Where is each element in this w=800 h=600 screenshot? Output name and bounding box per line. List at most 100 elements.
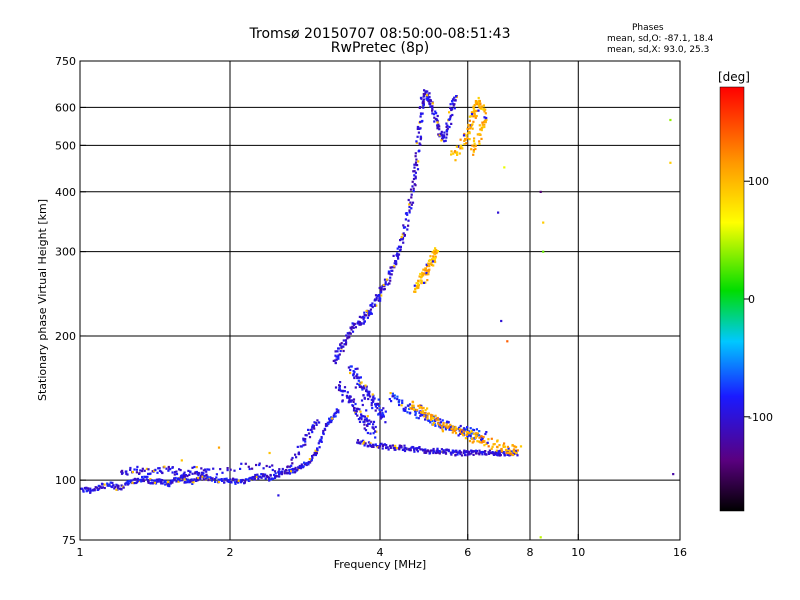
scatter-point [411, 201, 415, 204]
scatter-point [155, 480, 158, 483]
scatter-point [510, 450, 513, 453]
scatter-point [506, 340, 509, 343]
scatter-point [166, 484, 170, 487]
scatter-point [89, 487, 92, 490]
scatter-point [478, 140, 481, 143]
scatter-point [420, 112, 423, 116]
scatter-point [474, 115, 477, 118]
scatter-point [141, 467, 144, 470]
scatter-point [378, 408, 381, 411]
scatter-point [455, 427, 458, 430]
scatter-point [468, 127, 471, 130]
scatter-point [217, 446, 221, 449]
scatter-point [376, 294, 379, 297]
scatter-point [463, 139, 466, 142]
scatter-point [366, 420, 369, 423]
y-tick-label: 500 [55, 139, 76, 152]
scatter-point [346, 396, 349, 399]
scatter-point [453, 107, 456, 110]
scatter-point [202, 478, 206, 481]
scatter-point [413, 408, 416, 411]
scatter-point [417, 279, 420, 282]
scatter-point [264, 473, 267, 476]
scatter-point [279, 471, 282, 474]
scatter-point [470, 430, 473, 433]
scatter-point [419, 127, 422, 130]
scatter-point [413, 284, 416, 287]
scatter-point [191, 466, 194, 469]
scatter-point [176, 479, 179, 482]
scatter-point [389, 276, 392, 279]
scatter-point [266, 476, 269, 479]
scatter-point [463, 143, 466, 146]
scatter-point [200, 467, 203, 470]
scatter-point [313, 451, 316, 454]
scatter-point [480, 435, 483, 438]
scatter-point [117, 486, 120, 489]
scatter-point [337, 411, 340, 414]
scatter-point [356, 367, 359, 370]
scatter-point [291, 456, 294, 460]
scatter-point [469, 115, 473, 118]
scatter-point [426, 90, 429, 93]
scatter-point [372, 423, 375, 426]
scatter-point [429, 258, 432, 262]
scatter-point [297, 451, 300, 454]
scatter-point [149, 472, 152, 475]
scatter-point [353, 407, 356, 410]
scatter-point [311, 456, 314, 459]
scatter-point [275, 475, 278, 478]
scatter-point [373, 304, 376, 307]
scatter-point [500, 319, 503, 323]
scatter-point [398, 446, 401, 449]
x-tick-label: 16 [673, 546, 687, 559]
scatter-point [344, 343, 348, 346]
scatter-point [87, 487, 90, 490]
scatter-point [235, 478, 238, 481]
scatter-point [413, 170, 416, 173]
scatter-point [225, 477, 228, 480]
scatter-point [419, 411, 423, 414]
scatter-point [290, 458, 293, 461]
scatter-point [331, 417, 334, 420]
scatter-point [485, 453, 488, 456]
scatter-point [507, 447, 510, 450]
scatter-point [429, 105, 432, 108]
scatter-point [425, 94, 429, 97]
scatter-point [398, 403, 401, 407]
scatter-point [500, 448, 503, 451]
scatter-point [420, 275, 423, 278]
scatter-point [351, 330, 355, 333]
scatter-point [519, 445, 523, 448]
scatter-point [359, 416, 362, 419]
scatter-point [380, 289, 383, 293]
scatter-point [337, 409, 340, 412]
scatter-point [372, 420, 376, 423]
scatter-point [193, 465, 196, 469]
scatter-point [365, 314, 368, 317]
scatter-point [406, 228, 409, 231]
scatter-point [320, 440, 323, 443]
scatter-point [402, 407, 405, 410]
scatter-point [397, 253, 400, 256]
scatter-point [369, 432, 372, 435]
scatter-point [359, 376, 362, 379]
scatter-point [174, 476, 177, 480]
scatter-point [421, 281, 424, 284]
scatter-point [113, 487, 116, 490]
scatter-point [473, 108, 476, 111]
scatter-point [260, 476, 263, 479]
scatter-point [379, 414, 382, 417]
scatter-point [205, 470, 208, 473]
scatter-point [154, 468, 157, 471]
grid-lines [80, 61, 680, 540]
scatter-point [94, 486, 97, 489]
scatter-point [472, 120, 475, 123]
scatter-point [454, 99, 457, 102]
scatter-point [433, 250, 436, 253]
scatter-point [503, 454, 506, 457]
scatter-point [299, 467, 303, 470]
scatter-point [402, 224, 405, 227]
scatter-point [435, 418, 438, 421]
scatter-point [251, 477, 254, 480]
